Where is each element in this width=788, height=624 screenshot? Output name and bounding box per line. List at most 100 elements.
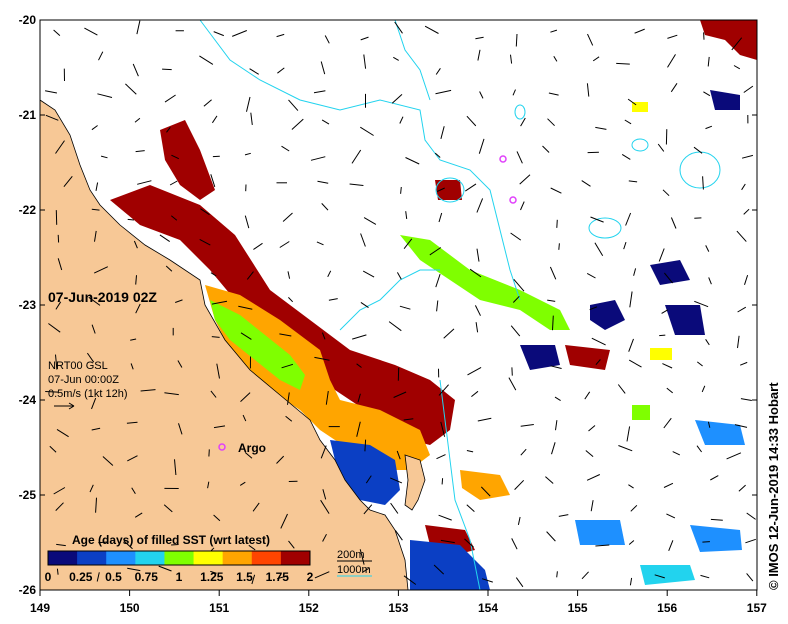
current-arrow — [666, 387, 674, 394]
current-arrow — [547, 118, 555, 127]
lat-label: -20 — [19, 13, 37, 27]
current-arrow — [316, 241, 324, 246]
current-arrow — [623, 241, 627, 250]
current-arrow — [508, 377, 517, 391]
current-arrow — [616, 62, 630, 65]
current-arrow — [710, 518, 723, 521]
current-arrow — [199, 55, 214, 65]
current-arrow — [740, 361, 748, 366]
current-arrow — [475, 322, 479, 333]
current-arrow — [169, 180, 178, 186]
current-arrow — [634, 28, 645, 34]
current-arrow — [364, 439, 367, 452]
current-arrow — [162, 68, 172, 71]
current-arrow — [178, 423, 183, 435]
current-arrow — [405, 211, 408, 219]
current-arrow — [667, 34, 678, 39]
current-arrow — [743, 208, 750, 215]
current-arrow — [207, 481, 210, 489]
current-arrow — [694, 300, 709, 308]
current-arrow — [199, 238, 211, 246]
current-arrow — [440, 539, 455, 544]
current-arrow — [125, 83, 137, 95]
legend-color-swatch — [48, 551, 78, 565]
current-arrow — [628, 540, 635, 545]
current-arrow — [171, 544, 179, 546]
current-arrow — [53, 487, 66, 495]
current-arrow — [628, 338, 634, 352]
sst-patch-lightblue-1 — [575, 520, 625, 545]
current-arrow — [252, 502, 260, 512]
current-info-line1: NRT00 GSL — [48, 360, 108, 372]
current-arrow — [399, 305, 411, 310]
current-arrow — [210, 174, 216, 188]
current-arrow — [627, 98, 637, 106]
sst-patch-offshore-green — [400, 235, 570, 330]
current-arrow — [134, 117, 141, 123]
current-arrow — [133, 240, 138, 249]
current-arrow — [707, 56, 710, 67]
current-arrow — [322, 489, 327, 500]
current-arrow — [282, 212, 293, 222]
lon-label: 156 — [657, 601, 677, 615]
current-arrow — [55, 301, 62, 310]
current-arrow — [465, 183, 477, 192]
current-arrow — [98, 541, 108, 544]
current-arrow — [55, 140, 65, 154]
legend-colorbar — [47, 550, 311, 566]
current-arrow — [590, 500, 594, 512]
current-arrow — [200, 208, 210, 216]
current-arrow — [549, 266, 557, 280]
contour-line-4 — [439, 379, 481, 591]
lon-label: 151 — [209, 601, 229, 615]
current-arrow — [441, 478, 444, 485]
current-arrow — [49, 445, 57, 453]
current-arrow — [91, 208, 100, 211]
current-arrow — [91, 125, 98, 131]
lon-label: 154 — [478, 601, 498, 615]
current-arrow — [211, 300, 228, 305]
sst-patch-shelf-red — [110, 185, 455, 445]
current-arrow — [360, 36, 369, 41]
current-arrow — [158, 565, 172, 572]
current-arrow — [542, 145, 550, 153]
current-arrow — [325, 391, 329, 405]
current-arrow — [86, 352, 95, 363]
current-arrow — [84, 27, 98, 36]
current-arrow — [388, 321, 402, 332]
current-arrow — [471, 390, 479, 397]
current-arrow — [288, 540, 295, 549]
lon-label: 150 — [120, 601, 140, 615]
current-arrow — [588, 425, 596, 432]
legend-tick-label: 2 — [307, 570, 314, 584]
legend-tick-label: 1 — [176, 570, 183, 584]
current-arrow — [589, 306, 598, 311]
current-arrow — [276, 455, 285, 464]
legend-tick-label: 0.75 — [135, 570, 159, 584]
current-arrow — [696, 445, 703, 453]
current-arrow — [246, 96, 251, 112]
current-arrow — [741, 154, 754, 159]
current-arrow — [390, 477, 403, 484]
current-arrow — [91, 397, 97, 410]
current-arrow — [322, 533, 327, 542]
legend-color-swatch — [135, 551, 165, 565]
current-arrow — [710, 475, 719, 481]
current-arrow — [213, 514, 221, 522]
current-arrow — [360, 233, 366, 247]
current-arrow — [394, 530, 403, 541]
current-arrow — [396, 450, 401, 460]
current-arrow — [94, 230, 97, 242]
map-title: 07-Jun-2019 02Z — [48, 289, 157, 305]
current-arrow — [510, 54, 513, 64]
current-arrow — [55, 354, 58, 370]
current-arrow — [127, 455, 138, 462]
current-arrow — [287, 392, 290, 405]
current-arrow — [279, 241, 290, 248]
current-arrow — [628, 484, 634, 489]
current-arrow — [514, 479, 525, 490]
sst-patch-bottom-blue — [410, 540, 490, 590]
current-arrow — [285, 415, 293, 422]
contour-ring-2 — [588, 217, 622, 239]
